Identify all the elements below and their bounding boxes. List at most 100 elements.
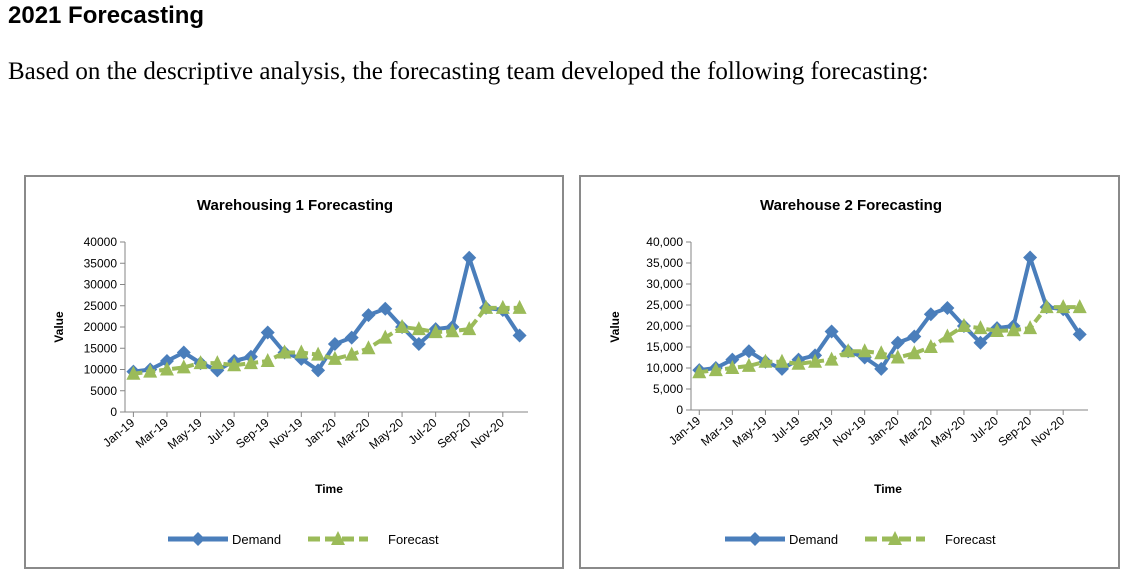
w2-forecast-point — [907, 345, 922, 360]
w1-demand-line — [133, 255, 522, 374]
w2-x-tick-label: Sep-19 — [797, 413, 836, 449]
w2-y-tick-label: 15,000 — [646, 340, 683, 354]
w1-legend-demand-marker — [191, 532, 205, 546]
w2-y-tick-label: 10,000 — [646, 361, 683, 375]
w2-forecast-point — [841, 343, 856, 358]
w2-forecast-line — [699, 305, 1080, 375]
w2-x-tick-label: Sep-20 — [995, 413, 1034, 449]
w1-forecast-point — [311, 346, 326, 361]
w1-x-tick-label: Nov-19 — [267, 415, 306, 451]
w1-forecast-point — [126, 365, 141, 380]
w2-forecast-point — [824, 351, 839, 366]
w1-forecast-point — [344, 346, 359, 361]
w2-forecast-point — [725, 360, 740, 374]
w1-x-tick-label: Jan-19 — [100, 415, 137, 450]
warehouse-2-chart: Warehouse 2 Forecasting 40,000 35,000 30,00… — [579, 175, 1120, 569]
w1-legend-demand-label: Demand — [232, 532, 281, 547]
w1-chart-title: Warehousing 1 Forecasting — [197, 197, 393, 214]
w2-x-tick-label: Mar-20 — [897, 413, 935, 448]
w1-demand-point — [378, 301, 393, 316]
w1-demand-point — [361, 308, 376, 323]
w2-demand-point — [907, 329, 922, 344]
w2-demand-point — [824, 324, 839, 339]
w2-demand-point — [874, 361, 889, 376]
w2-demand-point — [940, 300, 955, 315]
w1-x-tick-label: Sep-19 — [233, 415, 272, 451]
w2-forecast-point — [1072, 299, 1087, 314]
w2-forecast-point — [973, 320, 988, 335]
w2-forecast-point — [692, 364, 707, 379]
w1-x-axis-label: Time — [315, 482, 343, 496]
w1-y-tick-label: 0 — [110, 405, 117, 419]
w2-y-tick-label: 40,000 — [646, 235, 683, 249]
w1-y-tick-label: 5000 — [90, 384, 117, 398]
w2-forecast-point — [874, 345, 889, 360]
w1-forecast-point — [411, 321, 426, 336]
w1-forecast-point — [294, 344, 309, 359]
w2-legend-forecast-label: Forecast — [945, 532, 996, 547]
w2-forecast-point — [708, 362, 723, 377]
w1-legend-forecast-label: Forecast — [388, 532, 439, 547]
w2-demand-point — [890, 335, 905, 350]
w1-x-tick-label: Jul-19 — [204, 415, 238, 447]
w2-forecast-point — [1056, 299, 1071, 314]
w1-demand-point — [159, 354, 174, 368]
w1-demand-point — [176, 345, 191, 360]
w1-y-axis-label: Value — [52, 311, 66, 343]
w1-demand-point — [327, 337, 342, 351]
w2-x-tick-label: Jan-19 — [666, 413, 703, 448]
w1-y-tick-label: 35000 — [84, 256, 118, 270]
w2-forecast-point — [808, 353, 823, 368]
w2-forecast-point — [791, 355, 806, 370]
w1-y-tick-label: 15000 — [84, 341, 118, 355]
w1-forecast-point — [462, 321, 477, 336]
w2-demand-line — [699, 255, 1082, 373]
w1-forecast-point — [479, 299, 494, 314]
w2-y-tick-label: 25,000 — [646, 298, 683, 312]
w1-x-tick-label: Jan-20 — [302, 415, 339, 450]
w2-y-tick-label: 35,000 — [646, 256, 683, 270]
w1-demand-point — [512, 328, 527, 343]
w1-x-tick-label: May-19 — [165, 415, 205, 452]
w2-forecast-point — [940, 328, 955, 343]
w2-demand-point — [1023, 250, 1038, 265]
w2-demand-point — [1072, 327, 1087, 342]
w1-demand-point — [311, 363, 326, 378]
w1-forecast-point — [193, 355, 208, 370]
warehouse-1-chart-svg: Warehousing 1 Forecasting 40000 35000 30000… — [52, 197, 528, 547]
w2-chart-title: Warehouse 2 Forecasting — [760, 197, 942, 214]
w1-legend-forecast-marker — [331, 531, 345, 545]
w1-demand-point — [411, 337, 426, 351]
w1-forecast-point — [361, 340, 376, 355]
w1-forecast-point — [395, 319, 410, 333]
w1-forecast-point — [445, 323, 460, 338]
w1-forecast-point — [227, 357, 242, 372]
w2-forecast-point — [990, 323, 1005, 338]
warehouse-1-chart: Warehousing 1 Forecasting 40000 35000 30000… — [24, 175, 564, 569]
w1-forecast-point — [428, 324, 443, 339]
w1-x-tick-label: Mar-19 — [133, 415, 171, 450]
w2-forecast-point — [890, 349, 905, 364]
w1-x-tick-label: Sep-20 — [435, 415, 474, 451]
w2-x-tick-label: Mar-19 — [698, 413, 736, 448]
w1-x-tick-label: Jul-20 — [406, 415, 440, 447]
w2-forecast-point — [956, 318, 971, 332]
w2-legend-demand-marker — [748, 532, 762, 546]
w1-forecast-point — [512, 299, 527, 314]
w1-demand-point — [344, 330, 359, 345]
w2-forecast-point — [1006, 322, 1021, 337]
w1-forecast-point — [159, 361, 174, 376]
w1-forecast-point — [176, 359, 191, 374]
w1-y-tick-label: 25000 — [84, 299, 118, 313]
w1-demand-point — [462, 250, 477, 265]
w2-demand-point — [923, 307, 938, 322]
w2-demand-point — [973, 335, 988, 350]
w2-demand-point — [725, 352, 740, 367]
w2-x-tick-label: Jan-20 — [865, 413, 902, 448]
w1-x-tick-label: May-20 — [366, 415, 406, 452]
w1-forecast-line — [133, 305, 520, 376]
w1-y-tick-label: 30000 — [84, 278, 118, 292]
w2-forecast-point — [857, 343, 872, 358]
w1-forecast-point — [210, 355, 225, 370]
w1-forecast-point — [327, 350, 342, 365]
